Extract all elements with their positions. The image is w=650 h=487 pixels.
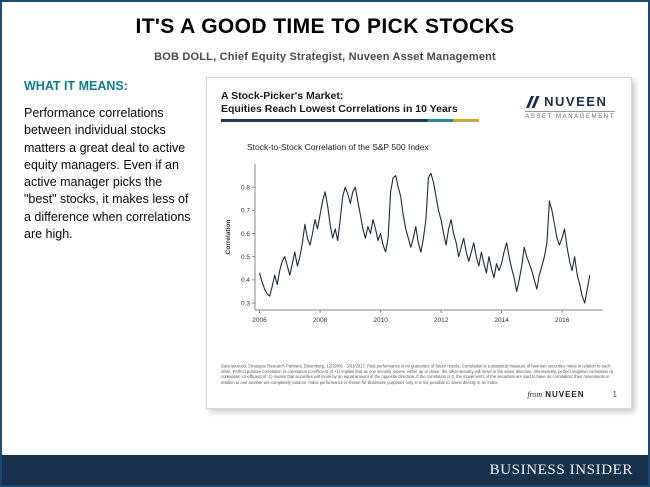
footer-from: from (527, 390, 543, 399)
nuveen-logo-subtext: ASSET MANAGEMENT (525, 111, 615, 120)
correlation-chart-svg: 0.3 0.4 0.5 0.6 0.7 0.8 2006 2008 2010 2012 2014 20… (225, 163, 603, 324)
x-tick-label: 2016 (555, 317, 570, 324)
byline: BOB DOLL, Chief Equity Strategist, Nuvee… (154, 51, 496, 63)
nuveen-logo: NUVEEN ASSET MANAGEMENT (525, 94, 615, 120)
sidebar: WHAT IT MEANS: Performance correlations … (24, 77, 192, 243)
y-tick-label: 0.4 (241, 277, 250, 284)
chart-slide: A Stock-Picker's Market: Equities Reach … (206, 77, 632, 409)
y-tick-label: 0.5 (241, 254, 250, 261)
y-tick-label: 0.6 (241, 231, 250, 238)
slide-page-number: 1 (612, 390, 617, 399)
slide-title-line1: A Stock-Picker's Market: (221, 90, 344, 102)
y-tick-label: 0.8 (241, 184, 250, 191)
business-insider-logo: BUSINESS INSIDER (489, 461, 633, 478)
nuveen-logo-text: NUVEEN (544, 94, 608, 109)
footer-brand-nuveen: NUVEEN (545, 390, 585, 399)
disclaimer-wrap: Data sourced: Strategas Research Partner… (221, 364, 617, 389)
content-area: WHAT IT MEANS: Performance correlations … (2, 63, 648, 455)
x-tick-label: 2006 (252, 317, 267, 324)
disclaimer-text: Data sourced: Strategas Research Partner… (221, 364, 614, 385)
y-axis-label: Correlation (225, 219, 232, 254)
sidebar-body: Performance correlations between individ… (24, 106, 191, 241)
x-tick-label: 2010 (373, 317, 388, 324)
slide-footer: from NUVEEN 1 (221, 390, 617, 399)
page-title: IT'S A GOOD TIME TO PICK STOCKS (135, 15, 515, 38)
title-underline (221, 119, 479, 122)
slide-header: A Stock-Picker's Market: Equities Reach … (221, 90, 617, 122)
sidebar-heading: WHAT IT MEANS: (24, 79, 128, 93)
chart-title: Stock-to-Stock Correlation of the S&P 50… (247, 141, 429, 152)
y-tick-label: 0.3 (241, 300, 250, 307)
x-tick-label: 2014 (494, 317, 509, 324)
y-tick-label: 0.7 (241, 207, 250, 214)
x-tick-label: 2008 (313, 317, 328, 324)
footer-bar: BUSINESS INSIDER (2, 455, 648, 485)
nuveen-chevron-icon (525, 95, 540, 108)
x-tick-label: 2012 (434, 317, 449, 324)
slide-title: A Stock-Picker's Market: Equities Reach … (221, 90, 479, 122)
correlation-line-series (258, 172, 591, 304)
nuveen-logo-top: NUVEEN (525, 94, 615, 109)
slide-title-line2: Equities Reach Lowest Correlations in 10… (221, 103, 458, 116)
page-header: IT'S A GOOD TIME TO PICK STOCKS BOB DOLL… (2, 2, 648, 63)
